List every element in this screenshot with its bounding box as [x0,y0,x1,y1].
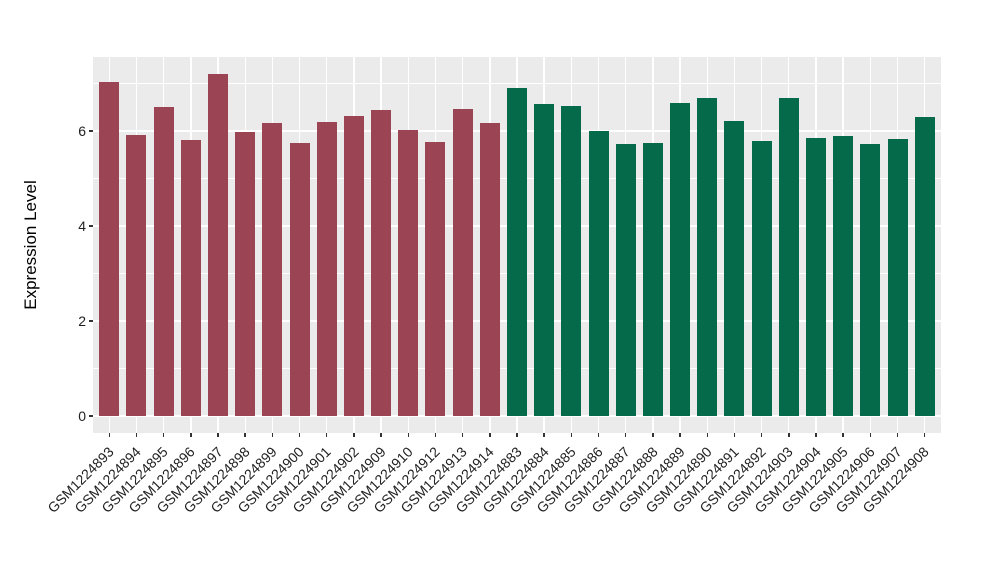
x-tick [923,433,926,437]
x-tick [706,433,708,437]
bar-GSM1224910 [398,130,418,416]
x-tick [679,433,681,437]
bar-GSM1224894 [126,134,146,416]
y-tick [89,225,93,227]
x-tick [597,433,600,437]
y-axis-title: Expression Level [21,180,40,310]
plot-panel [93,57,941,433]
bar-GSM1224899 [262,122,282,416]
bar-GSM1224886 [589,130,609,416]
bar-GSM1224890 [697,98,717,416]
x-tick [244,433,246,437]
bar-GSM1224898 [235,131,255,416]
bar-GSM1224896 [181,140,201,416]
bar-GSM1224909 [371,110,391,416]
x-tick [162,433,165,437]
bar-GSM1224889 [670,103,690,416]
bar-GSM1224884 [534,103,554,416]
bar-GSM1224914 [480,123,500,416]
x-tick [217,433,219,437]
bar-GSM1224906 [860,143,880,416]
bar-GSM1224908 [915,117,935,416]
x-tick [896,433,899,437]
bar-GSM1224887 [616,144,636,416]
x-tick [353,433,355,437]
x-tick [298,433,301,437]
bar-GSM1224907 [888,138,908,416]
bar-GSM1224893 [99,82,119,416]
x-tick [760,433,763,437]
x-tick [624,433,627,437]
bar-GSM1224913 [453,109,473,416]
x-tick [516,433,518,437]
bar-GSM1224883 [507,88,527,416]
x-tick [135,433,138,437]
bar-GSM1224885 [561,105,581,416]
bar-GSM1224905 [833,136,853,416]
x-tick [788,433,790,437]
y-tick [89,320,93,322]
x-tick [570,433,573,437]
x-tick [461,433,464,437]
y-tick [89,130,93,132]
bar-GSM1224888 [643,142,663,416]
bar-GSM1224903 [779,98,799,416]
x-tick [271,433,274,437]
x-tick [733,433,736,437]
y-tick [89,415,93,417]
y-tick-label: 2 [78,312,86,329]
y-tick-label: 4 [78,218,86,234]
bar-GSM1224900 [290,142,310,416]
x-tick [190,433,192,437]
x-tick [543,433,545,437]
x-tick [842,433,844,437]
y-tick-label: 0 [78,407,86,424]
bar-GSM1224897 [208,74,228,416]
x-tick [380,433,382,437]
x-tick [815,433,817,437]
x-tick [108,433,111,437]
bar-GSM1224912 [425,141,445,416]
x-tick [489,433,491,437]
x-tick [869,433,872,437]
x-tick [434,433,437,437]
bar-GSM1224901 [317,122,337,416]
y-tick-label: 6 [78,123,86,140]
x-tick [325,433,328,437]
x-tick [652,433,654,437]
bar-GSM1224904 [806,137,826,416]
bar-GSM1224895 [154,106,174,416]
bar-GSM1224891 [724,120,744,416]
x-tick [407,433,410,437]
bar-GSM1224892 [752,141,772,416]
bar-GSM1224902 [344,115,364,416]
